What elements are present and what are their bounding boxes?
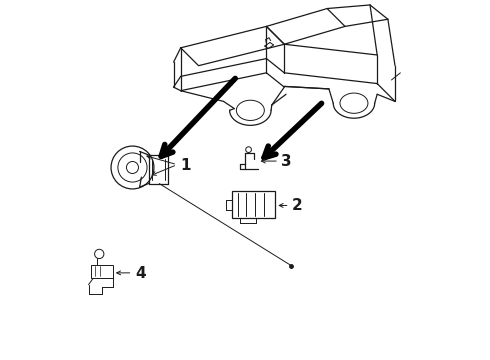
- Bar: [232, 191, 275, 217]
- Bar: [92, 265, 113, 278]
- Text: 2: 2: [292, 198, 303, 213]
- Text: 1: 1: [180, 158, 191, 173]
- Text: 3: 3: [281, 154, 292, 168]
- Text: 4: 4: [135, 266, 146, 282]
